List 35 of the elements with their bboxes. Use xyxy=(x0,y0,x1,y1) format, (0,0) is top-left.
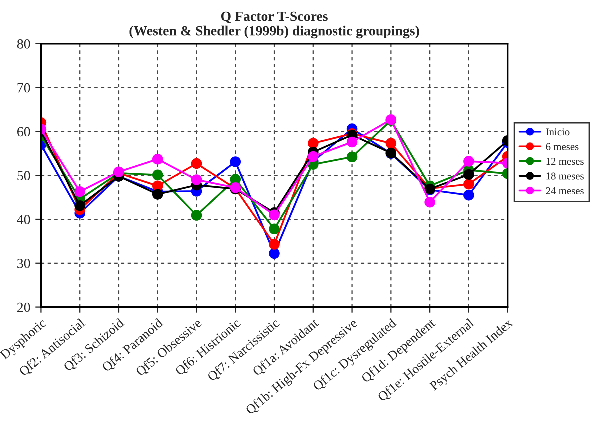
point xyxy=(464,179,474,190)
point xyxy=(230,156,242,168)
legend-label: 12 meses xyxy=(546,158,584,166)
point xyxy=(74,186,86,198)
point xyxy=(152,154,164,165)
point xyxy=(308,151,319,162)
point xyxy=(74,200,86,212)
point xyxy=(464,190,474,201)
y-tick-label: 80 xyxy=(17,39,30,49)
y-tick-label: 20 xyxy=(18,302,30,312)
point xyxy=(152,189,164,200)
point xyxy=(464,169,474,180)
point xyxy=(424,197,436,208)
point xyxy=(269,224,280,235)
point xyxy=(152,170,164,181)
y-tick-label: 60 xyxy=(18,127,30,137)
point xyxy=(308,138,319,149)
y-tick-label: 70 xyxy=(18,83,30,93)
y-tick-label: 40 xyxy=(17,215,30,224)
chart-title: Q Factor T-Scores (Westen & Shedler (1999b) diagnostic groupings) xyxy=(130,12,420,39)
legend-label: Inicio xyxy=(546,128,570,136)
point xyxy=(269,239,280,250)
y-tick-label: 50 xyxy=(18,171,30,181)
point xyxy=(191,210,202,221)
legend-label: 18 meses xyxy=(546,172,584,180)
point xyxy=(269,248,280,260)
legend-label: 6 meses xyxy=(546,143,579,150)
point xyxy=(464,156,474,167)
point xyxy=(346,136,358,148)
point xyxy=(191,174,202,186)
y-tick-label: 30 xyxy=(18,258,30,268)
point xyxy=(191,158,202,170)
legend-label: 24 meses xyxy=(546,188,584,195)
point xyxy=(386,138,397,149)
point xyxy=(346,152,358,163)
